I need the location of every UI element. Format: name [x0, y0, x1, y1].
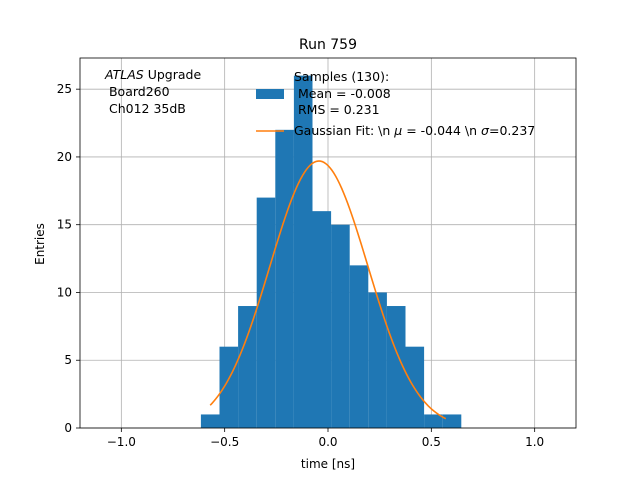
- y-tick-label: 0: [64, 421, 72, 435]
- histogram-bar: [368, 292, 387, 428]
- y-axis-ticks: 0 5 10 15 20 25: [57, 82, 80, 435]
- histogram-bar: [424, 414, 443, 428]
- annotation-upgrade: Upgrade: [144, 67, 202, 82]
- legend-histogram-label-line-1: Samples (130):: [294, 69, 389, 84]
- gaussian-fit: [209, 160, 447, 420]
- annotation-atlas: ATLAS: [104, 67, 144, 82]
- y-tick-label: 25: [57, 82, 72, 96]
- legend-fit-text-3: =0.237: [489, 123, 535, 138]
- legend-fit-mu: μ: [393, 123, 402, 138]
- x-tick-label: 1.0: [525, 435, 544, 449]
- histogram-bar: [349, 265, 369, 428]
- histogram-bar: [256, 197, 276, 428]
- legend-fit-sigma: σ: [481, 123, 490, 138]
- y-tick-label: 10: [57, 285, 72, 299]
- legend-histogram-swatch: [256, 89, 284, 99]
- x-axis-label: time [ns]: [301, 457, 355, 471]
- fit-curve: [209, 160, 447, 420]
- y-tick-label: 5: [64, 353, 72, 367]
- annotation: ATLAS Upgrade Board260 Ch012 35dB: [104, 67, 201, 116]
- histogram-bar: [331, 224, 350, 428]
- histogram-bar: [293, 75, 313, 428]
- histogram-bar: [312, 211, 332, 428]
- legend-histogram-label-line-3: RMS = 0.231: [294, 102, 380, 117]
- chart-title: Run 759: [299, 37, 357, 53]
- legend-fit-text-1: Gaussian Fit: \n: [294, 123, 394, 138]
- x-axis-ticks: −1.0 −0.5 0.0 0.5 1.0: [107, 428, 544, 449]
- legend-fit-label: Gaussian Fit: \n μ = -0.044 \n σ=0.237: [294, 123, 535, 138]
- x-tick-label: 0.5: [422, 435, 441, 449]
- x-tick-label: −1.0: [107, 435, 136, 449]
- histogram-bar: [386, 306, 406, 428]
- annotation-line-3: Ch012 35dB: [105, 101, 186, 116]
- annotation-line-2: Board260: [105, 84, 170, 99]
- histogram-bar: [200, 414, 220, 428]
- histogram-bar: [238, 306, 257, 428]
- histogram-bar: [442, 414, 462, 428]
- x-tick-label: 0.0: [318, 435, 337, 449]
- y-axis-label: Entries: [33, 223, 47, 265]
- annotation-line-1: ATLAS Upgrade: [104, 67, 201, 82]
- histogram-bars: [200, 75, 462, 429]
- histogram-bar: [275, 129, 294, 429]
- legend-histogram-label-line-2: Mean = -0.008: [294, 86, 391, 101]
- histogram-bar: [219, 346, 239, 428]
- x-tick-label: −0.5: [210, 435, 239, 449]
- legend: Samples (130): Mean = -0.008 RMS = 0.231…: [256, 69, 535, 138]
- y-tick-label: 20: [57, 150, 72, 164]
- legend-fit-text-2: = -0.044 \n: [402, 123, 481, 138]
- y-tick-label: 15: [57, 218, 72, 232]
